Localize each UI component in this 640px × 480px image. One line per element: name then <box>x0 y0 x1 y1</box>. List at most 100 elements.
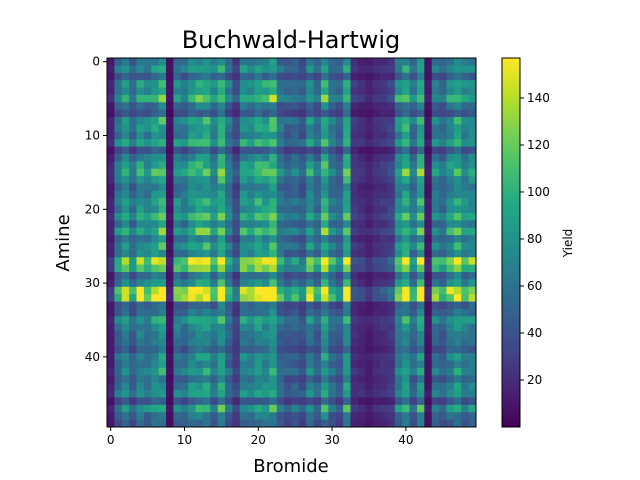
heatmap-cell <box>180 235 189 243</box>
heatmap-cell <box>424 279 433 288</box>
heatmap-cell <box>298 72 307 81</box>
heatmap-cell <box>306 308 315 317</box>
heatmap-cell <box>136 272 145 280</box>
heatmap-cell <box>158 419 167 428</box>
heatmap-cell <box>261 331 270 339</box>
heatmap-cell <box>439 286 447 295</box>
heatmap-cell <box>121 323 130 332</box>
heatmap-cell <box>217 360 226 369</box>
heatmap-cell <box>276 345 285 354</box>
heatmap-cell <box>254 390 263 398</box>
heatmap-cell <box>321 279 329 288</box>
heatmap-cell <box>269 294 278 302</box>
heatmap-cell <box>158 272 167 280</box>
heatmap-cell <box>321 161 329 170</box>
heatmap-cell <box>416 331 425 339</box>
heatmap-cell <box>387 153 396 162</box>
heatmap-cell <box>225 272 233 280</box>
heatmap-cell <box>394 220 403 229</box>
heatmap-cell <box>180 279 189 288</box>
heatmap-cell <box>350 257 359 266</box>
heatmap-cell <box>439 65 447 74</box>
heatmap-cell <box>402 153 410 162</box>
heatmap-cell <box>121 264 130 273</box>
heatmap-cell <box>306 375 315 384</box>
heatmap-cell <box>431 146 440 155</box>
heatmap-cell <box>247 80 255 88</box>
heatmap-cell <box>380 139 388 147</box>
heatmap-cell <box>372 153 381 162</box>
heatmap-cell <box>269 198 278 206</box>
heatmap-cell <box>269 375 278 384</box>
heatmap-cell <box>269 404 278 413</box>
heatmap-cell <box>321 308 329 317</box>
heatmap-cell <box>129 183 137 192</box>
heatmap-cell <box>195 190 204 199</box>
heatmap-cell <box>372 65 381 74</box>
heatmap-cell <box>202 139 211 147</box>
heatmap-cell <box>343 294 351 302</box>
heatmap-cell <box>114 212 123 221</box>
heatmap-cell <box>298 117 307 125</box>
heatmap-cell <box>284 146 292 155</box>
heatmap-cell <box>269 87 278 96</box>
heatmap-cell <box>424 117 433 125</box>
heatmap-cell <box>394 390 403 398</box>
heatmap-cell <box>387 161 396 170</box>
heatmap-cell <box>158 301 167 310</box>
heatmap-cell <box>166 345 174 354</box>
heatmap-cell <box>129 412 137 421</box>
heatmap-cell <box>394 345 403 354</box>
heatmap-cell <box>239 58 248 66</box>
heatmap-cell <box>247 58 255 66</box>
heatmap-cell <box>468 375 477 384</box>
heatmap-cell <box>129 279 137 288</box>
heatmap-cell <box>461 249 470 258</box>
heatmap-cell <box>143 94 152 103</box>
heatmap-cell <box>335 272 344 280</box>
heatmap-cell <box>409 294 418 302</box>
heatmap-cell <box>166 272 174 280</box>
heatmap-cell <box>335 87 344 96</box>
heatmap-cell <box>225 257 233 266</box>
heatmap-cell <box>446 375 455 384</box>
heatmap-cell <box>247 168 255 177</box>
heatmap-cell <box>387 65 396 74</box>
heatmap-cell <box>121 249 130 258</box>
heatmap-cell <box>225 176 233 184</box>
heatmap-cell <box>173 139 182 147</box>
heatmap-cell <box>350 220 359 229</box>
heatmap-cell <box>239 205 248 214</box>
heatmap-cell <box>254 382 263 391</box>
heatmap-cell <box>261 124 270 133</box>
heatmap-cell <box>357 331 366 339</box>
heatmap-cell <box>210 279 219 288</box>
heatmap-cell <box>195 94 204 103</box>
heatmap-cell <box>291 198 300 206</box>
heatmap-cell <box>431 102 440 111</box>
heatmap-cell <box>136 235 145 243</box>
heatmap-cell <box>328 190 337 199</box>
heatmap-cell <box>357 375 366 384</box>
heatmap-cell <box>225 316 233 325</box>
heatmap-cell <box>424 345 433 354</box>
heatmap-cell <box>114 264 123 273</box>
heatmap-cell <box>446 345 455 354</box>
heatmap-cell <box>431 190 440 199</box>
heatmap-cell <box>446 102 455 111</box>
heatmap-cell <box>372 264 381 273</box>
heatmap-cell <box>298 212 307 221</box>
heatmap-cell <box>453 264 462 273</box>
heatmap-cell <box>394 286 403 295</box>
heatmap-cell <box>151 109 160 118</box>
heatmap-cell <box>402 316 410 325</box>
heatmap-cell <box>306 153 315 162</box>
heatmap-cell <box>195 58 204 66</box>
heatmap-cell <box>298 190 307 199</box>
heatmap-cell <box>225 242 233 251</box>
heatmap-cell <box>254 176 263 184</box>
heatmap-cell <box>416 87 425 96</box>
heatmap-cell <box>114 375 123 384</box>
heatmap-cell <box>343 58 351 66</box>
